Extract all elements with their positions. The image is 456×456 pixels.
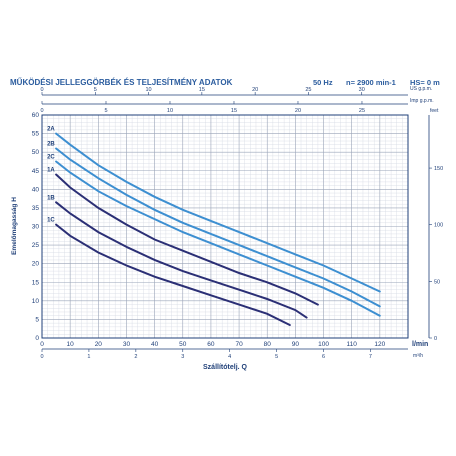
- y-tick-label: 20: [32, 261, 40, 268]
- y-tick-label: 50: [32, 149, 40, 156]
- top-axis-2-tick: 20: [295, 108, 301, 114]
- frequency-label: 50 Hz: [313, 78, 333, 87]
- y-tick-label: 35: [32, 205, 40, 212]
- top-axis-2-unit: Imp g.p.m.: [410, 98, 434, 104]
- y-tick-label: 15: [32, 279, 40, 286]
- series-labels: 2A 2B 2C 1A 1B 1C: [47, 127, 55, 224]
- y-tick-label: 10: [32, 298, 40, 305]
- top-axis-1-tick: 20: [252, 87, 258, 93]
- series-label-1a: 1A: [47, 167, 55, 173]
- y-tick-label: 55: [32, 131, 40, 138]
- top-axis-1-tick: 30: [359, 87, 365, 93]
- top-axis-1-tick: 5: [94, 87, 97, 93]
- bottom-axis-2-tick: 4: [228, 354, 231, 360]
- x-tick-label: 40: [151, 341, 159, 348]
- top-axis-2-tick: 10: [167, 108, 173, 114]
- x-axis-title: Szállítótelj. Q: [203, 364, 248, 371]
- series-label-2a: 2A: [47, 127, 55, 133]
- right-axis-tick: 100: [434, 223, 443, 229]
- series-line-1a: [55, 173, 319, 306]
- bottom-axis-2-tick: 6: [322, 354, 325, 360]
- right-axis-tick: 150: [434, 166, 443, 172]
- y-tick-label: 0: [35, 335, 39, 342]
- x-tick-label: 0: [40, 341, 44, 348]
- y-tick-label: 30: [32, 224, 40, 231]
- series-label-1c: 1C: [47, 218, 55, 224]
- x-unit-label: l/min: [412, 341, 428, 348]
- top-axis-2-tick: 15: [231, 108, 237, 114]
- x-tick-label: 30: [123, 341, 131, 348]
- y-tick-label: 40: [32, 186, 40, 193]
- y-axis-title: Emelőmagasság H: [11, 197, 18, 255]
- series-line-2c: [55, 160, 381, 317]
- top-axis-1-tick: 25: [305, 87, 311, 93]
- top-axis-2-tick: 5: [104, 108, 107, 114]
- series-label-2c: 2C: [47, 154, 55, 160]
- right-axis-tick: 0: [434, 336, 437, 342]
- x-tick-label: 100: [318, 341, 329, 348]
- x-tick-label: 80: [264, 341, 272, 348]
- top-axis-2-tick: 25: [359, 108, 365, 114]
- series-line-1c: [55, 223, 291, 326]
- x-tick-label: 10: [67, 341, 75, 348]
- top-axis-1-tick: 0: [40, 87, 43, 93]
- x-tick-label: 90: [292, 341, 300, 348]
- top-axis-1-tick: 10: [146, 87, 152, 93]
- bottom-axis-2-tick: 1: [87, 354, 90, 360]
- x-tick-label: 50: [179, 341, 187, 348]
- x-tick-label: 60: [207, 341, 215, 348]
- bottom-axis-2-tick: 3: [181, 354, 184, 360]
- series-line-2b: [55, 147, 381, 308]
- bottom-axis-2-tick: 2: [134, 354, 137, 360]
- y-tick-label: 5: [35, 316, 39, 323]
- chart-title: MŰKÖDÉSI JELLEGGÖRBÉK ÉS TELJESÍTMÉNY AD…: [10, 78, 233, 87]
- x-tick-label: 120: [374, 341, 385, 348]
- x-tick-label: 110: [347, 341, 358, 348]
- top-axis-2-tick: 0: [40, 108, 43, 114]
- bottom-axis-2-tick: 5: [275, 354, 278, 360]
- bottom-axis-2-tick: 0: [40, 354, 43, 360]
- bottom-axis-2-tick: 7: [369, 354, 372, 360]
- x-tick-label: 70: [235, 341, 243, 348]
- y-tick-label: 60: [32, 112, 40, 119]
- suction-head-label: HS= 0 m: [410, 78, 440, 87]
- y-tick-label: 25: [32, 242, 40, 249]
- series-label-1b: 1B: [47, 195, 55, 201]
- y-tick-label: 45: [32, 168, 40, 175]
- series-line-1b: [55, 201, 308, 319]
- series-layer: [55, 132, 381, 326]
- bottom-axis-2-unit: m³/h: [413, 353, 423, 359]
- right-axis-unit: feet: [430, 108, 439, 114]
- series-line-2a: [55, 132, 381, 293]
- plot-frame: [41, 114, 409, 339]
- top-axis-1-unit: US g.p.m.: [410, 86, 432, 92]
- top-axis-1-tick: 15: [199, 87, 205, 93]
- right-axis-tick: 50: [434, 279, 440, 285]
- series-label-2b: 2B: [47, 141, 55, 147]
- x-tick-label: 20: [95, 341, 103, 348]
- speed-label: n= 2900 min-1: [346, 78, 396, 87]
